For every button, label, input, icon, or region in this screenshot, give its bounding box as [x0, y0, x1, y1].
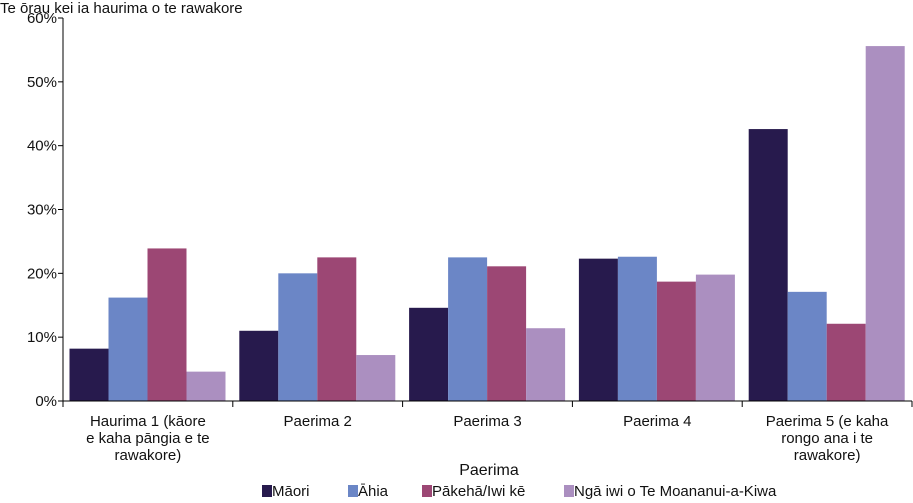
bar [748, 129, 788, 401]
y-tick-label: 0% [35, 393, 57, 410]
y-axis: 0% 10% 20% 30% 40% 50% 60% [27, 10, 64, 410]
y-tick-label: 20% [27, 265, 57, 282]
legend-swatch [422, 485, 432, 497]
legend-swatch [262, 485, 272, 497]
bar [826, 323, 866, 401]
legend-swatch [564, 485, 574, 497]
y-tick-label: 30% [27, 202, 57, 219]
bar [865, 46, 905, 401]
bar [278, 273, 318, 401]
bar [108, 297, 148, 401]
legend-label: Ngā iwi o Te Moananui-a-Kiwa [574, 483, 777, 500]
bar [409, 307, 449, 401]
bar [317, 257, 357, 401]
legend-label: Āhia [358, 483, 389, 500]
legend-swatch [348, 485, 358, 497]
y-tick-label: 10% [27, 329, 57, 346]
bar [239, 330, 279, 401]
legend-label: Pākehā/Iwi kē [432, 483, 525, 500]
x-tick-label: Paerima 2 [284, 413, 352, 430]
bar [147, 248, 187, 401]
x-tick-label: Paerima 5 (e kaha rongo ana i te rawakore) [766, 413, 889, 464]
bar [526, 328, 566, 401]
bar [695, 274, 735, 401]
x-axis-title: Paerima [459, 462, 519, 479]
bar [448, 257, 488, 401]
bar [487, 266, 527, 401]
x-tick-label: Paerima 4 [623, 413, 691, 430]
y-tick-label: 60% [27, 10, 57, 27]
chart-title: Te ōrau kei ia haurima o te rawakore [0, 0, 243, 17]
bar [787, 291, 827, 401]
x-axis: Haurima 1 (kāore e kaha pāngia e te rawako… [62, 400, 913, 464]
bar [186, 371, 226, 401]
x-tick-label: Paerima 3 [453, 413, 521, 430]
y-tick-label: 40% [27, 138, 57, 155]
y-tick-label: 50% [27, 74, 57, 91]
bar [356, 355, 396, 401]
bar [617, 256, 657, 401]
x-tick-label: Haurima 1 (kāore e kaha pāngia e te rawako… [86, 413, 209, 464]
legend-label: Māori [272, 483, 310, 500]
legend: Māori Āhia Pākehā/Iwi kē Ngā iwi o Te Moana… [262, 483, 777, 500]
bars-group [69, 46, 905, 401]
bar [578, 258, 618, 401]
bar [656, 281, 696, 401]
bar [69, 348, 109, 401]
